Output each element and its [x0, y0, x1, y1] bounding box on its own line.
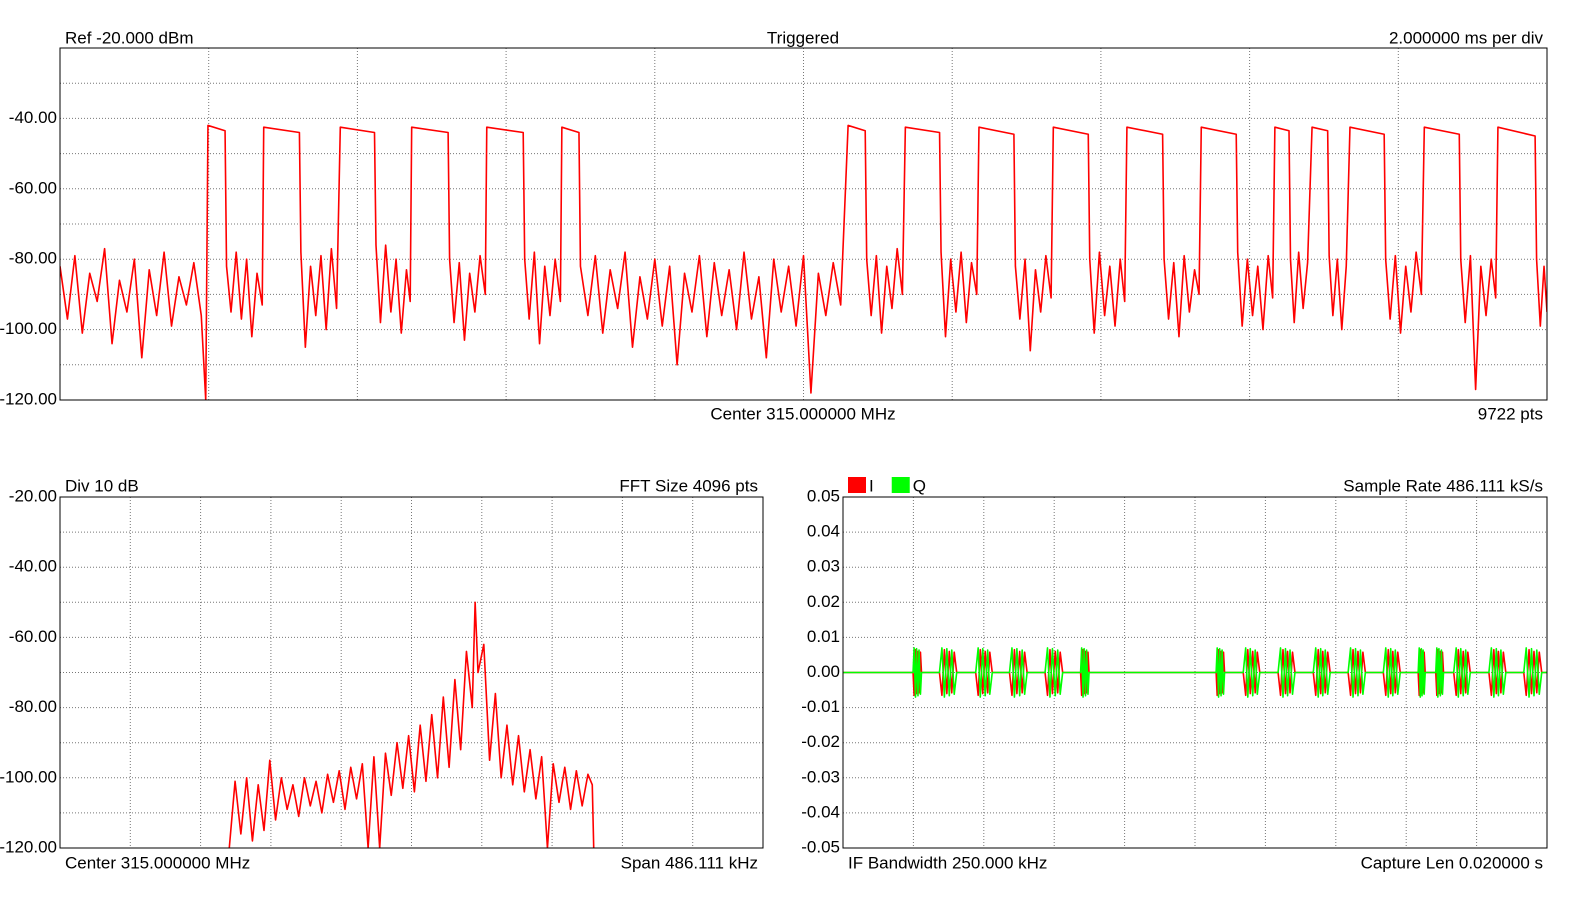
y-tick-label: -60.00 — [9, 178, 57, 197]
trigger-status: Triggered — [767, 28, 839, 47]
span: Span 486.111 kHz — [621, 853, 758, 872]
legend-label: I — [869, 476, 874, 495]
y-tick-label: -40.00 — [9, 557, 57, 576]
y-tick-label: 0.01 — [807, 627, 840, 646]
y-tick-label: 0.02 — [807, 592, 840, 611]
y-tick-label: -120.00 — [0, 389, 57, 408]
y-tick-label: -120.00 — [0, 837, 57, 856]
y-tick-label: -0.01 — [801, 697, 840, 716]
sample-rate: Sample Rate 486.111 kS/s — [1343, 476, 1543, 495]
center-frequency: Center 315.000000 MHz — [65, 853, 250, 872]
y-tick-label: 0.05 — [807, 486, 840, 505]
plot-frame — [842, 496, 1548, 849]
time-per-div: 2.000000 ms per div — [1389, 28, 1544, 47]
trace — [843, 647, 1547, 698]
legend-label: Q — [913, 476, 926, 495]
legend-swatch — [891, 477, 910, 493]
point-count: 9722 pts — [1478, 404, 1543, 423]
y-tick-label: -100.00 — [0, 767, 57, 786]
plot-frame — [59, 496, 764, 849]
center-frequency: Center 315.000000 MHz — [710, 404, 895, 423]
y-tick-label: -40.00 — [9, 108, 57, 127]
trace — [60, 124, 1547, 400]
y-tick-label: 0.04 — [807, 522, 840, 541]
y-tick-label: 0.00 — [807, 662, 840, 681]
y-tick-label: -0.02 — [801, 732, 840, 751]
y-tick-label: 0.03 — [807, 557, 840, 576]
y-tick-label: -100.00 — [0, 319, 57, 338]
y-tick-label: -0.04 — [801, 802, 840, 821]
fft-size: FFT Size 4096 pts — [619, 476, 758, 495]
y-tick-label: -80.00 — [9, 697, 57, 716]
y-tick-label: -20.00 — [9, 486, 57, 505]
ref-level: Ref -20.000 dBm — [65, 28, 194, 47]
y-tick-label: -80.00 — [9, 249, 57, 268]
plot-frame — [59, 47, 1548, 401]
capture-length: Capture Len 0.020000 s — [1361, 853, 1543, 872]
div-scale: Div 10 dB — [65, 476, 139, 495]
legend-swatch — [848, 477, 866, 493]
if-bandwidth: IF Bandwidth 250.000 kHz — [848, 853, 1047, 872]
y-tick-label: -0.05 — [801, 837, 840, 856]
y-tick-label: -0.03 — [801, 767, 840, 786]
y-tick-label: -60.00 — [9, 627, 57, 646]
trace — [228, 601, 595, 848]
